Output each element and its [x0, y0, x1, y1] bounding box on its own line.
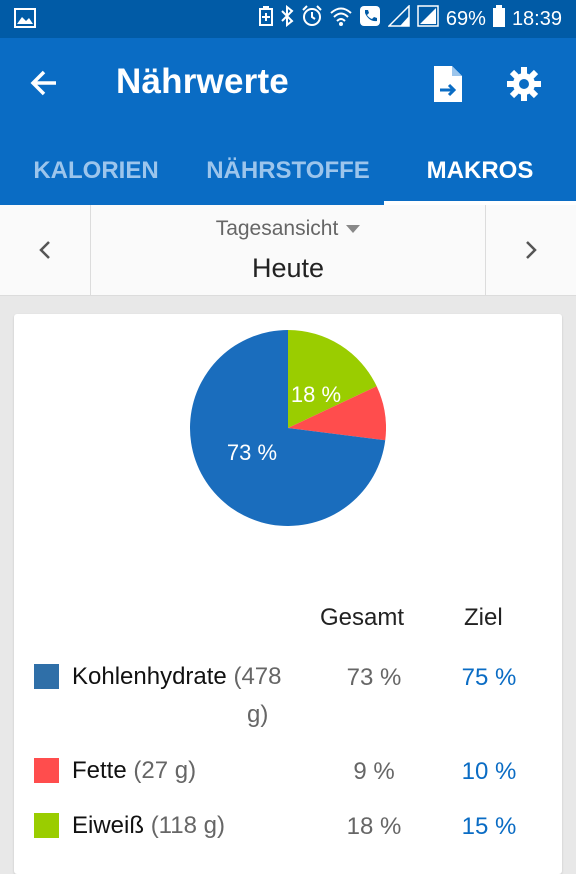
macro-total: 73 % — [346, 664, 402, 691]
page-title: Nährwerte — [116, 62, 289, 101]
battery-saver-icon — [258, 6, 273, 32]
macro-name-kohlenhydrate: Kohlenhydrate (478 g) — [72, 663, 282, 728]
previous-day-button[interactable] — [0, 205, 91, 295]
battery-percent: 69% — [445, 7, 486, 30]
tab-kalorien[interactable]: KALORIEN — [33, 156, 159, 184]
macro-name-fette: Fette (27 g) — [72, 757, 197, 784]
macro-goal: 15 % — [461, 813, 517, 840]
chevron-right-icon — [526, 241, 537, 259]
macro-grams-cont: g) — [247, 701, 269, 728]
alarm-icon — [301, 5, 323, 33]
arrow-left-icon — [30, 70, 56, 96]
app-bar: Nährwerte KALORIEN NÄHRSTOFFE MAKROS — [0, 38, 576, 205]
view-label: Tagesansicht — [215, 217, 339, 240]
tab-naehrstoffe[interactable]: NÄHRSTOFFE — [206, 156, 370, 184]
macro-total: 9 % — [353, 758, 395, 785]
image-icon — [14, 8, 36, 33]
chevron-left-icon — [39, 241, 50, 259]
pie-label-eiweiss: 18 % — [291, 382, 341, 407]
clock: 18:39 — [511, 7, 562, 30]
macro-pie-chart: 18 % 73 % — [190, 330, 386, 526]
signal-icon — [417, 5, 439, 33]
date-label: Heute — [251, 253, 325, 283]
macro-grams: (478 — [233, 663, 282, 690]
next-day-button[interactable] — [485, 205, 576, 295]
macro-total: 18 % — [346, 813, 402, 840]
macro-goal: 75 % — [461, 664, 517, 691]
signal-icon — [387, 4, 410, 33]
pie-slice-fette — [288, 386, 386, 441]
settings-button[interactable] — [506, 66, 542, 102]
pie-slice-kohlenhydrate — [190, 330, 386, 526]
battery-icon — [492, 5, 505, 33]
status-bar: 69% 18:39 — [0, 0, 576, 38]
export-button[interactable] — [430, 64, 466, 104]
macro-grams: (27 g) — [133, 757, 197, 784]
macro-goal: 10 % — [461, 758, 517, 785]
wifi-icon — [330, 6, 352, 32]
document-export-icon — [434, 66, 462, 102]
tab-makros[interactable]: MAKROS — [384, 136, 576, 205]
header-goal: Ziel — [464, 604, 503, 631]
pie-slice-eiweiss — [288, 330, 377, 428]
header-total: Gesamt — [320, 604, 405, 631]
back-button[interactable] — [28, 66, 62, 100]
color-swatch-eiweiss — [34, 813, 59, 838]
macros-card: 18 % 73 % Gesamt Ziel Kohlenhydrate (478 … — [14, 314, 562, 874]
call-icon — [359, 5, 381, 33]
pie-label-kohlenhydrate: 73 % — [227, 440, 277, 465]
macro-name-eiweiss: Eiweiß (118 g) — [72, 812, 225, 839]
macro-grams: (118 g) — [150, 812, 225, 839]
color-swatch-fette — [34, 758, 59, 783]
gear-icon — [507, 67, 541, 101]
view-selector[interactable]: Tagesansicht Heute — [91, 205, 485, 295]
date-navigation: Tagesansicht Heute — [0, 205, 576, 296]
bluetooth-icon — [280, 4, 294, 33]
color-swatch-kohlenhydrate — [34, 664, 59, 689]
tab-bar: KALORIEN NÄHRSTOFFE MAKROS — [0, 136, 576, 205]
dropdown-caret-icon — [346, 225, 361, 234]
